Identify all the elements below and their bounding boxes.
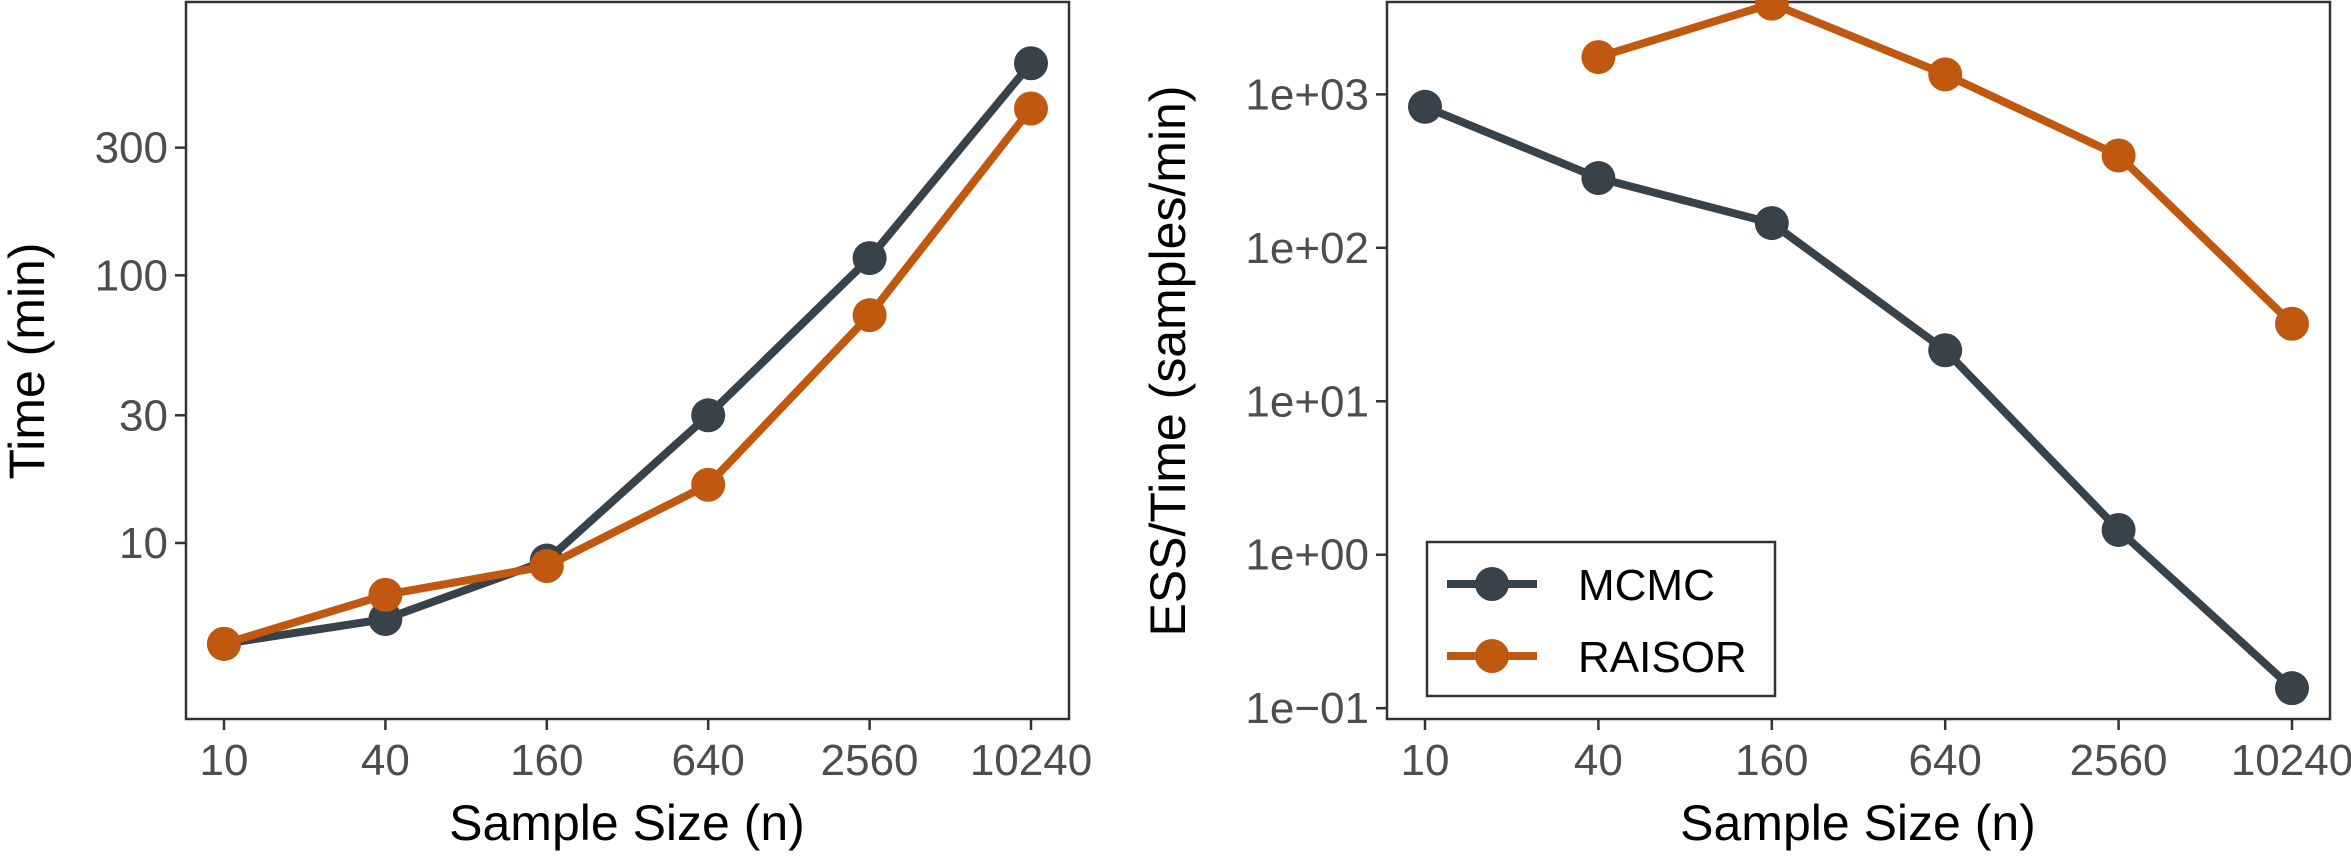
legend-label: MCMC: [1578, 561, 1715, 610]
x-tick-label: 2560: [2070, 736, 2168, 785]
data-point-raisor: [207, 626, 241, 661]
x-tick-label: 160: [510, 736, 583, 785]
x-tick-label: 640: [671, 736, 744, 785]
x-tick-label: 10: [1401, 736, 1450, 785]
data-point-mcmc: [691, 398, 726, 433]
x-axis-title: Sample Size (n): [1680, 795, 2036, 851]
y-tick-label: 100: [95, 251, 168, 300]
data-point-raisor: [2101, 138, 2136, 173]
series-layer: [1408, 0, 2309, 706]
data-point-mcmc: [2101, 512, 2136, 547]
x-tick-label: 10: [200, 736, 249, 785]
y-tick-label: 1e+01: [1245, 377, 1369, 426]
legend-label: RAISOR: [1578, 633, 1747, 682]
y-axis-title: Time (min): [0, 242, 55, 479]
time-chart: 10 40 160 640 2560 10240 10 30 100 300 Sample Si…: [0, 0, 1092, 851]
x-tick-label: 10240: [970, 736, 1092, 785]
data-point-mcmc: [852, 241, 887, 276]
series-line-mcmc: [220, 59, 1035, 648]
x-tick-label: 2560: [821, 736, 919, 785]
data-point-raisor: [529, 549, 564, 584]
data-point-raisor: [1754, 0, 1789, 21]
x-tick-label: 40: [361, 736, 410, 785]
y-tick-label: 1e+00: [1245, 531, 1369, 580]
legend-key-marker: [1475, 567, 1509, 601]
y-axis: 10 30 100 300: [95, 124, 186, 568]
y-tick-label: 10: [119, 519, 168, 568]
y-axis-title: ESS/Time (samples/min): [1140, 85, 1196, 636]
x-tick-label: 640: [1908, 736, 1981, 785]
data-point-raisor: [691, 467, 726, 502]
data-point-mcmc: [1754, 206, 1789, 241]
y-tick-label: 1e+02: [1245, 224, 1369, 273]
y-tick-label: 1e+03: [1245, 70, 1369, 119]
legend-key-marker: [1475, 639, 1509, 673]
x-tick-label: 10240: [2231, 736, 2351, 785]
x-axis: 10 40 160 640 2560 10240: [200, 719, 1092, 785]
data-point-mcmc: [1014, 46, 1048, 81]
data-point-raisor: [2275, 306, 2309, 341]
y-tick-label: 30: [119, 391, 168, 440]
data-point-mcmc: [1408, 89, 1442, 124]
data-point-raisor: [1581, 40, 1616, 75]
data-point-raisor: [1014, 91, 1048, 126]
plot-frame: [184, 0, 1071, 721]
data-point-raisor: [368, 577, 403, 612]
series-line-raisor: [220, 104, 1035, 648]
ess-per-time-chart: 10 40 160 640 2560 10240 1e−01 1e+00 1e+01 1e+02…: [1140, 0, 2351, 851]
data-point-mcmc: [2275, 671, 2309, 706]
x-axis-title: Sample Size (n): [449, 795, 805, 851]
legend-item-mcmc: MCMC: [1447, 561, 1715, 610]
data-point-mcmc: [368, 602, 403, 637]
legend: MCMC RAISOR: [1425, 540, 1777, 698]
legend-item-raisor: RAISOR: [1447, 633, 1747, 682]
x-tick-label: 160: [1735, 736, 1808, 785]
y-tick-label: 300: [95, 124, 168, 173]
data-point-raisor: [1928, 57, 1963, 92]
x-tick-label: 40: [1574, 736, 1623, 785]
data-point-raisor: [852, 298, 887, 333]
data-point-mcmc: [1581, 161, 1616, 196]
series-layer: [207, 46, 1048, 661]
y-axis: 1e−01 1e+00 1e+01 1e+02 1e+03: [1245, 70, 1387, 733]
data-point-mcmc: [1928, 333, 1963, 368]
x-axis: 10 40 160 640 2560 10240: [1401, 719, 2351, 785]
series-line-mcmc: [1421, 102, 2296, 693]
y-tick-label: 1e−01: [1245, 684, 1369, 733]
